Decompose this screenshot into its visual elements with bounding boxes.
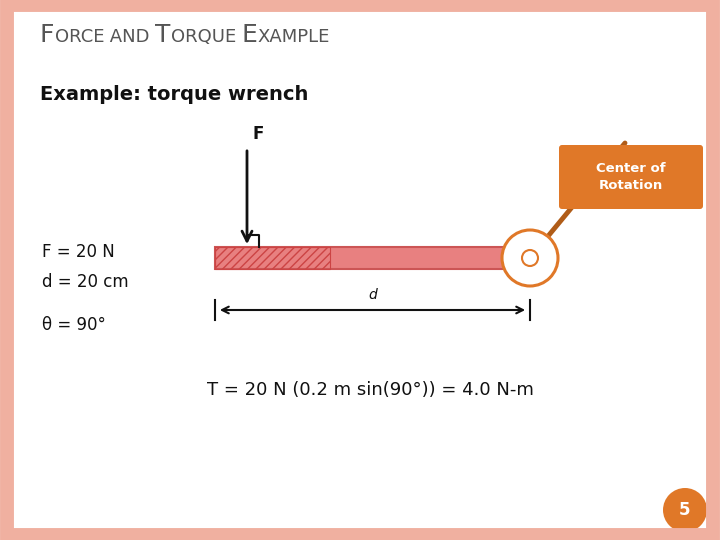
Bar [215,247,330,269]
Text: XAMPLE: XAMPLE [258,28,330,46]
Text: 5: 5 [679,501,690,519]
Text: ORCE: ORCE [55,28,104,46]
Text: Example: torque wrench: Example: torque wrench [40,85,308,104]
Text: Center of
Rotation: Center of Rotation [596,162,666,192]
Text: d = 20 cm: d = 20 cm [42,273,129,291]
Text: T = 20 N (0.2 m sin(90°)) = 4.0 N-m: T = 20 N (0.2 m sin(90°)) = 4.0 N-m [207,381,534,399]
Text: AND: AND [104,28,156,46]
Text: E: E [242,23,258,47]
FancyBboxPatch shape [559,145,703,209]
Circle shape [663,488,707,532]
Text: θ = 90°: θ = 90° [42,316,106,334]
Text: F: F [253,125,264,143]
Text: T: T [156,23,171,47]
Text: F = 20 N: F = 20 N [42,243,114,261]
Circle shape [502,230,558,286]
Text: d: d [368,288,377,302]
Text: ORQUE: ORQUE [171,28,236,46]
Bar [215,247,530,269]
Text: F: F [40,23,55,47]
